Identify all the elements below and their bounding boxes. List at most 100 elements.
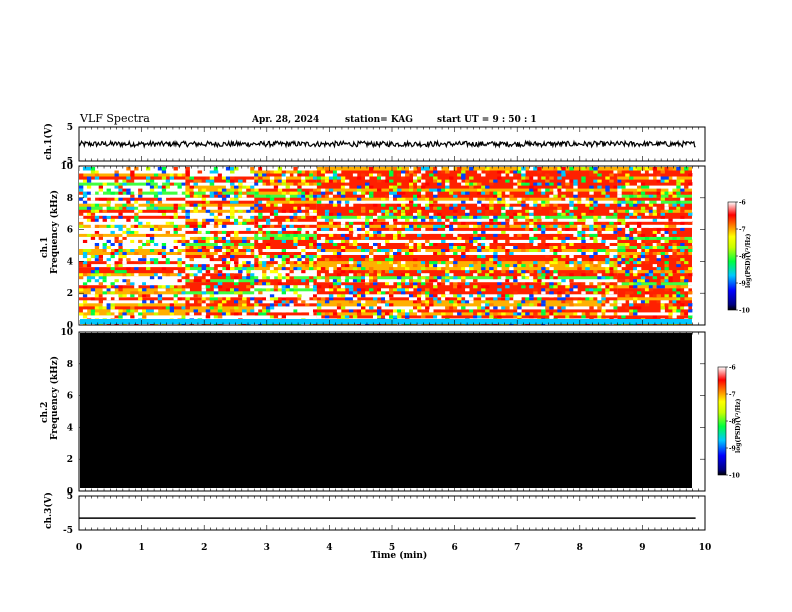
spectrogram-cell (652, 209, 657, 213)
spectrogram-cell (617, 203, 622, 207)
spectrogram-cell (405, 266, 410, 271)
spectrogram-cell (242, 239, 247, 243)
spectrogram-cell (461, 182, 466, 186)
spectrogram-cell (569, 212, 574, 216)
spectrogram-cell (617, 188, 622, 192)
spectrogram-cell (433, 191, 438, 195)
spectrogram-cell (489, 179, 494, 183)
spectrogram-cell (356, 191, 362, 195)
spectrogram-cell (481, 287, 486, 292)
spectrogram-cell (369, 233, 374, 237)
spectrogram-cell (513, 290, 518, 295)
spectrogram-cell (541, 311, 546, 316)
spectrogram-cell (525, 197, 530, 201)
spectrogram-cell (648, 209, 654, 213)
spectrogram-cell (301, 278, 306, 283)
spectrogram-cell (309, 311, 314, 316)
spectrogram-cell (633, 311, 638, 316)
spectrogram-cell (309, 263, 314, 268)
spectrogram-cell (485, 284, 490, 289)
spectrogram-cell (589, 197, 594, 201)
spectrogram-cell (513, 263, 518, 268)
spectrogram-cell (197, 224, 203, 228)
spectrogram-cell (668, 311, 673, 316)
spectrogram-cell (505, 263, 510, 268)
spectrogram-cell (481, 305, 486, 310)
spectrogram-cell (197, 269, 203, 274)
spectrogram-cell (445, 182, 450, 186)
spectrogram-cell (146, 242, 151, 246)
spectrogram-cell (664, 266, 669, 271)
spectrogram-cell (293, 308, 298, 313)
spectrogram-cell (660, 191, 665, 195)
spectrogram-cell (149, 299, 155, 304)
spectrogram-cell (477, 203, 482, 207)
spectrogram-cell (441, 233, 446, 237)
spectrogram-cell (197, 278, 203, 283)
spectrogram-cell (126, 314, 131, 319)
spectrogram-cell (205, 251, 211, 255)
spectrogram-cell (289, 272, 294, 277)
spectrogram-cell (221, 176, 227, 180)
spectrogram-cell (361, 209, 366, 213)
spectrogram-band (316, 170, 618, 174)
spectrogram-cell (193, 308, 198, 313)
spectrogram-band (185, 176, 255, 180)
spectrogram-cell (185, 209, 190, 213)
spectrogram-cell (437, 314, 442, 319)
colorbar-ch1 (727, 201, 737, 311)
spectrogram-cell (181, 239, 186, 243)
spectrogram-cell (157, 182, 163, 186)
spectrogram-cell (409, 170, 414, 174)
spectrogram-cell (142, 314, 147, 319)
spectrogram-cell (421, 179, 426, 183)
spectrogram-cell (481, 236, 486, 240)
spectrogram-cell (469, 197, 474, 201)
spectrogram-cell (644, 299, 650, 304)
spectrogram-cell (513, 173, 518, 177)
spectrogram-cell (205, 299, 211, 304)
spectrogram-band (316, 305, 618, 310)
spectrogram-cell (118, 224, 123, 228)
spectrogram-cell (90, 275, 96, 280)
spectrogram-cell (672, 308, 677, 313)
spectrogram-cell (672, 203, 677, 207)
spectrogram-cell (585, 230, 590, 234)
spectrogram-cell (417, 224, 422, 228)
spectrogram-cell (501, 269, 506, 274)
spectrogram-cell (193, 272, 198, 277)
spectrogram-cell (493, 296, 498, 301)
spectrogram-cell (173, 230, 178, 234)
spectrogram-cell (553, 224, 558, 228)
spectrogram-cell (573, 182, 578, 186)
spectrogram-cell (316, 305, 322, 310)
spectrogram-cell (513, 305, 518, 310)
spectrogram-cell (497, 245, 502, 249)
spectrogram-cell (309, 254, 314, 259)
spectrogram-cell (569, 314, 574, 319)
spectrogram-cell (453, 191, 458, 195)
spectrogram-cell (149, 185, 155, 189)
spectrogram-cell (501, 275, 506, 280)
spectrogram-cell (445, 281, 450, 286)
spectrogram-cell (565, 308, 570, 313)
spectrogram-cell (640, 191, 646, 195)
spectrogram-cell (672, 287, 677, 292)
spectrogram-cell (281, 209, 286, 213)
x-tick-label: 6 (451, 543, 457, 553)
spectrogram-cell (389, 302, 394, 307)
spectrogram-cell (254, 278, 259, 283)
spectrogram-cell (352, 278, 358, 283)
spectrogram-cell (130, 170, 135, 174)
colorbar-ch2 (717, 366, 727, 476)
spectrogram-cell (130, 308, 135, 313)
spectrogram-cell (441, 293, 446, 298)
spectrogram-cell (529, 227, 534, 231)
spectrogram-cell (328, 173, 334, 177)
spectrogram-cell (381, 224, 386, 228)
spectrogram-cell (529, 269, 534, 274)
spectrogram-band (79, 236, 186, 240)
spectrogram-cell (130, 173, 135, 177)
spectrogram-cell (130, 179, 135, 183)
spectrogram-cell (250, 179, 255, 183)
